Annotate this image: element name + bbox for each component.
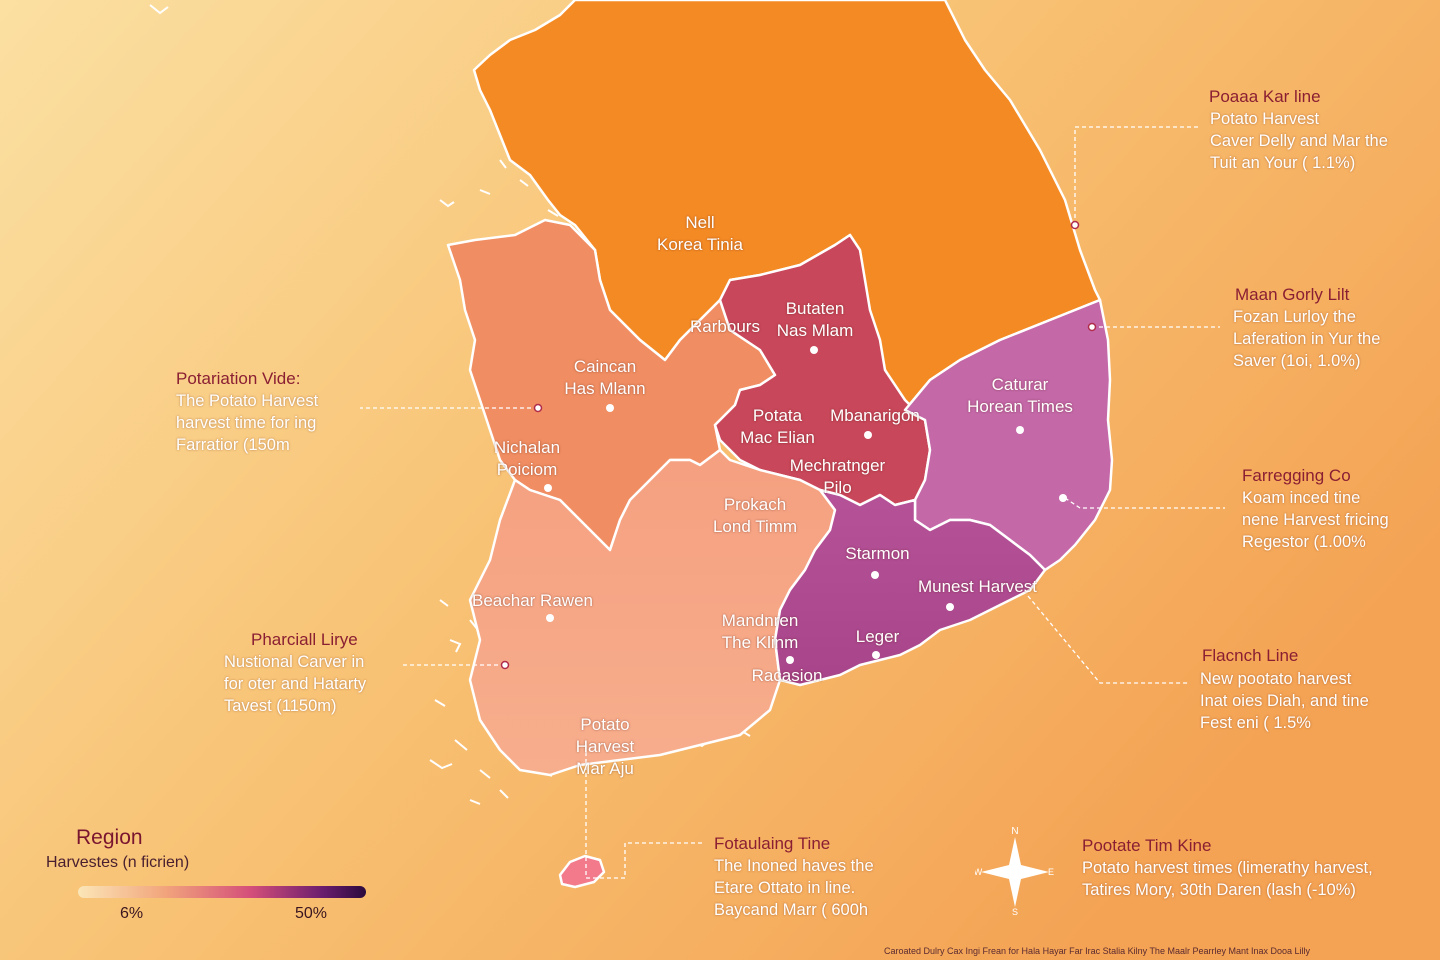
annotation-title-right-1: Maan Gorly Lilt bbox=[1235, 285, 1350, 304]
place-label-beachar: Beachar Rawen bbox=[472, 591, 593, 610]
marker-mandnren bbox=[786, 656, 794, 664]
compass-w: W bbox=[975, 867, 983, 877]
pin-left-1 bbox=[533, 403, 543, 413]
marker-caturar bbox=[1016, 426, 1024, 434]
region-label-center: Butaten Nas Mlam bbox=[776, 299, 854, 340]
compass-n: N bbox=[1011, 826, 1018, 837]
annotation-body-left-1: The Potato Harvest harvest time for ing … bbox=[176, 392, 319, 454]
annotation-title-left-1: Potariation Vide: bbox=[176, 369, 301, 388]
place-label-leger: Leger bbox=[855, 627, 900, 646]
annotation-body-left-2: Nustional Carver in for oter and Hatarty… bbox=[224, 653, 367, 715]
marker-nichalan bbox=[544, 484, 552, 492]
marker-leger bbox=[872, 651, 880, 659]
legend-max-label: 50% bbox=[295, 905, 328, 922]
annotation-title-bottom-2: Pootate Tim Kine bbox=[1082, 836, 1212, 855]
region-label-north: Nell Korea Tinia bbox=[657, 213, 743, 254]
legend-min-label: 6% bbox=[120, 905, 144, 922]
legend-title: Region bbox=[76, 826, 143, 849]
place-label-nichalan: Nichalan Poiciom bbox=[493, 438, 561, 479]
pin-left-2 bbox=[500, 660, 510, 670]
place-label-mandnren: Mandnren The Klinm bbox=[721, 611, 799, 652]
annotation-body-right-3: New pootato harvest Inat oies Diah, and … bbox=[1200, 670, 1369, 732]
leader-lines bbox=[360, 126, 1225, 879]
pin-top-right bbox=[1070, 220, 1080, 230]
place-label-racasion: Racasion bbox=[751, 666, 823, 685]
pin-right-1 bbox=[1087, 322, 1097, 332]
region-label-southwest: Prokach Lond Timm bbox=[712, 495, 798, 536]
annotation-body-bottom-2: Potato harvest times (limerathy harvest,… bbox=[1082, 859, 1373, 899]
annotation-body-right-2: Koam inced tine nene Harvest fricing Reg… bbox=[1242, 489, 1389, 551]
compass-rose-icon: N S E W bbox=[975, 826, 1054, 915]
legend-subtitle: Harvestes (n ficrien) bbox=[46, 854, 190, 871]
region-label-east: Caturar Horean Times bbox=[967, 375, 1073, 416]
coast-islands bbox=[149, 4, 751, 805]
legend-color-scale bbox=[78, 886, 366, 898]
footer-credits: Caroated Dulry Cax Ingi Frean for Hala H… bbox=[884, 946, 1311, 956]
compass-s: S bbox=[1012, 907, 1018, 915]
annotation-title-right-3: Flacnch Line bbox=[1202, 646, 1299, 665]
place-label-rarbours: Rarbours bbox=[690, 317, 760, 336]
marker-farregging bbox=[1059, 494, 1067, 502]
annotation-body-top-right: Potato Harvest Caver Delly and Mar the T… bbox=[1210, 110, 1388, 172]
place-label-potata: Potata Mac Elian bbox=[740, 406, 815, 447]
marker-munest bbox=[946, 603, 954, 611]
place-label-potato-harvest: Potato Harvest Mar Aju bbox=[575, 715, 635, 778]
location-markers bbox=[544, 346, 1067, 664]
marker-beachar bbox=[546, 614, 554, 622]
annotation-body-right-1: Fozan Lurloy the Laferation in Yur the S… bbox=[1233, 308, 1381, 370]
marker-caincan bbox=[606, 404, 614, 412]
regions-layer bbox=[446, 0, 1114, 889]
annotation-title-bottom-1: Fotaulaing Tine bbox=[714, 834, 831, 853]
region-jeju[interactable] bbox=[558, 854, 606, 889]
region-label-west: Caincan Has Mlann bbox=[564, 357, 646, 398]
annotation-title-top-right: Poaaa Kar line bbox=[1209, 87, 1321, 106]
place-label-munest: Munest Harvest bbox=[917, 577, 1038, 596]
place-label-mechratnger: Mechratnger Pilo bbox=[789, 456, 886, 497]
region-label-southeast: Starmon bbox=[845, 544, 910, 563]
annotation-title-right-2: Farregging Co bbox=[1242, 466, 1351, 485]
annotation-body-bottom-1: The Inoned haves the Etare Ottato in lin… bbox=[714, 857, 874, 919]
marker-starmon bbox=[871, 571, 879, 579]
annotation-title-left-2: Pharciall Lirye bbox=[251, 630, 358, 649]
place-label-mbanarigon: Mbanarigon bbox=[830, 406, 920, 425]
marker-rarbours bbox=[810, 346, 818, 354]
annotation-pins bbox=[500, 220, 1097, 670]
compass-e: E bbox=[1048, 867, 1054, 877]
region-southeast[interactable] bbox=[773, 488, 1047, 687]
marker-mbanarigon bbox=[864, 431, 872, 439]
